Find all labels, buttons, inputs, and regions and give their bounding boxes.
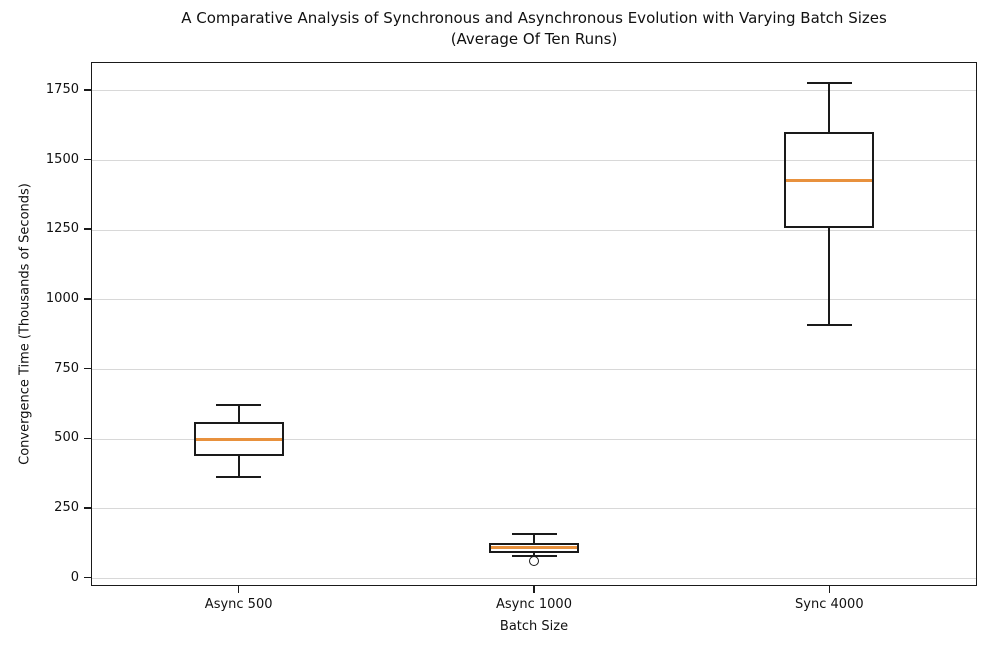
x-axis-label: Batch Size [499,619,569,634]
y-tick [84,367,91,370]
y-tick [84,507,91,509]
y-gridline [92,90,976,92]
median-line-sync-4000 [786,179,873,182]
whisker-upper-async-1000 [533,534,535,543]
box-async-1000 [489,542,579,553]
y-tick [84,158,91,161]
chart-title: A Comparative Analysis of Synchronous an… [181,9,887,27]
y-tick-label: 1750 [45,81,79,97]
whisker-lower-sync-4000 [828,227,831,326]
x-tick-label-sync-4000: Sync 4000 [795,597,864,612]
x-tick [237,586,240,593]
chart-subtitle: (Average Of Ten Runs) [450,30,618,48]
y-tick [84,228,91,230]
whisker-cap-upper-sync-4000 [806,81,852,84]
whisker-cap-lower-async-1000 [511,554,557,557]
y-tick [84,437,91,440]
plot-area [91,62,977,586]
y-tick-label: 1500 [45,151,79,167]
whisker-lower-async-1000 [533,552,535,556]
y-tick-label: 1000 [45,290,79,306]
y-tick-label: 750 [54,360,79,376]
y-tick [84,576,91,579]
y-gridline [92,438,976,440]
x-tick-label-async-500: Async 500 [204,597,273,612]
y-gridline [92,299,976,301]
outlier-marker-async-1000 [529,555,539,566]
whisker-upper-async-500 [237,404,240,422]
whisker-upper-sync-4000 [828,82,831,132]
y-tick [84,298,91,300]
y-tick [84,89,91,91]
whisker-cap-upper-async-1000 [511,533,557,536]
y-gridline [92,578,976,580]
y-tick-label: 500 [54,430,79,446]
whisker-cap-lower-async-500 [216,476,262,479]
box-async-500 [193,421,284,457]
y-tick-label: 1250 [45,221,79,237]
y-gridline [92,508,976,510]
whisker-cap-upper-async-500 [216,403,262,406]
x-tick-label-async-1000: Async 1000 [496,597,572,612]
x-tick [828,586,831,593]
whisker-lower-async-500 [237,456,240,478]
box-sync-4000 [784,131,875,228]
x-tick [533,586,535,593]
whisker-cap-lower-sync-4000 [806,324,852,327]
y-gridline [92,229,976,231]
median-line-async-1000 [491,546,577,549]
y-gridline [92,369,976,371]
y-tick-label: 0 [70,569,79,585]
y-gridline [92,160,976,162]
median-line-async-500 [195,438,282,441]
y-tick-label: 250 [54,499,79,515]
